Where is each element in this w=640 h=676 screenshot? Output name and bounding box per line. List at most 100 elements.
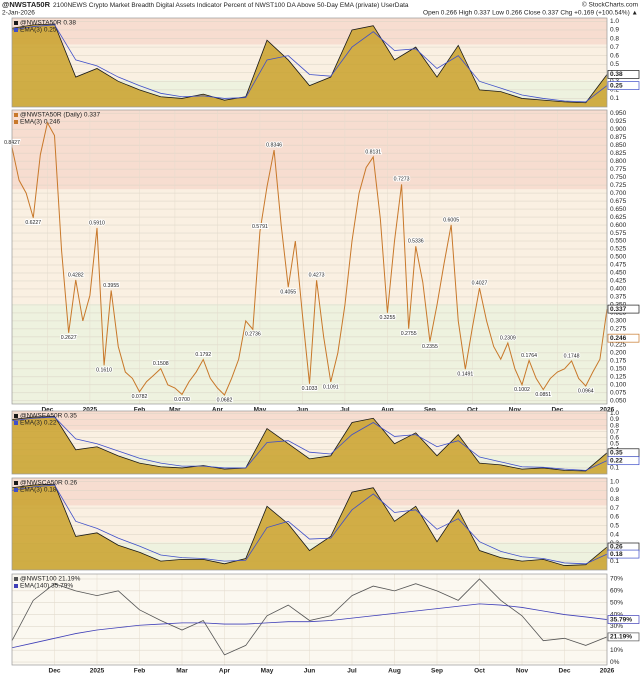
- y-tick-label: 10%: [610, 647, 623, 654]
- value-label: 0.5910: [89, 220, 105, 226]
- y-tick-label: 0.375: [610, 294, 627, 301]
- value-label: 0.1508: [153, 361, 169, 367]
- value-label: 0.2309: [500, 335, 516, 341]
- legend-label: @NWSCA50R 0.26: [20, 480, 78, 487]
- y-tick-label: 0.775: [610, 166, 627, 173]
- series-line: [11, 416, 608, 471]
- y-tick-label: 0.400: [610, 286, 627, 293]
- y-tick-label: 0.425: [610, 278, 627, 285]
- zone-high: [12, 110, 607, 190]
- y-tick-label: 1.0: [610, 410, 619, 417]
- value-label: 0.2736: [245, 332, 261, 338]
- y-tick-label: 0.175: [610, 358, 627, 365]
- y-tick-label: 0.825: [610, 150, 627, 157]
- y-tick-label: 0.6: [610, 52, 619, 59]
- value-label: 0.1792: [195, 352, 211, 358]
- value-label: 0.1091: [323, 384, 339, 390]
- legend-label: EMA(3) 0.25: [20, 27, 57, 34]
- y-tick-label: 0.9: [610, 416, 619, 423]
- y-tick-label: 0.4: [610, 531, 619, 538]
- value-box-label: 0.22: [610, 457, 623, 464]
- legend-swatch: [14, 481, 18, 485]
- y-tick-label: 0.900: [610, 126, 627, 133]
- legend-label: EMA(140) 35.79%: [20, 583, 73, 590]
- y-tick-label: 0.200: [610, 350, 627, 357]
- value-box-label: 0.246: [610, 335, 627, 342]
- legend-swatch: [14, 421, 18, 425]
- panel-border: [11, 410, 608, 475]
- value-label: 0.8131: [365, 149, 381, 155]
- legend-label: EMA(3) 0.246: [20, 119, 60, 126]
- y-tick-label: 0.5: [610, 61, 619, 68]
- value-box-label: 35.79%: [610, 616, 632, 623]
- y-tick-label: 0.125: [610, 374, 627, 381]
- y-tick-label: 1.0: [610, 18, 619, 25]
- y-tick-label: 1.0: [610, 478, 619, 485]
- value-box-label: 0.26: [610, 544, 623, 551]
- value-label: 0.3255: [379, 315, 395, 321]
- legend-swatch: [14, 584, 18, 588]
- area: [12, 484, 607, 570]
- value-label: 0.1033: [302, 386, 318, 392]
- y-tick-label: 0%: [610, 659, 620, 666]
- y-tick-label: 0.800: [610, 158, 627, 165]
- legend-label: EMA(3) 0.18: [20, 487, 57, 494]
- value-box-label: 0.38: [610, 71, 623, 78]
- y-tick-label: 0.475: [610, 262, 627, 269]
- legend-label: @NWST100 21.19%: [20, 576, 81, 583]
- y-tick-label: 0.5: [610, 440, 619, 447]
- x-tick-label: Feb: [134, 407, 146, 414]
- value-label: 0.2355: [422, 344, 438, 350]
- y-tick-label: 0.550: [610, 238, 627, 245]
- zone-high: [12, 411, 607, 430]
- y-tick-label: 0.700: [610, 190, 627, 197]
- y-tick-label: 0.625: [610, 214, 627, 221]
- value-label: 0.5336: [408, 239, 424, 245]
- y-tick-label: 0.1: [610, 465, 619, 472]
- legend-swatch: [14, 113, 18, 117]
- value-label: 0.0851: [535, 392, 551, 398]
- legend-swatch: [14, 120, 18, 124]
- x-tick-label: Oct: [474, 668, 486, 675]
- x-tick-label: 2025: [83, 407, 98, 414]
- series-line: [11, 416, 608, 472]
- y-tick-label: 0.6: [610, 434, 619, 441]
- y-tick-label: 70%: [610, 576, 623, 583]
- y-tick-label: 0.075: [610, 390, 627, 397]
- legend-swatch: [14, 414, 18, 418]
- value-label: 0.0682: [217, 397, 233, 403]
- x-tick-label: Sep: [431, 668, 443, 675]
- value-box: [607, 549, 640, 559]
- x-tick-label: 2025: [90, 668, 105, 675]
- value-label: 0.4027: [472, 280, 488, 286]
- value-label: 0.0964: [578, 388, 594, 394]
- y-tick-label: 0.9: [610, 487, 619, 494]
- legend-swatch: [14, 28, 18, 32]
- area: [12, 416, 607, 474]
- x-tick-label: Nov: [509, 407, 522, 414]
- legend-label: @NWSTA50R (Daily) 0.337: [20, 112, 101, 119]
- y-tick-label: 0.750: [610, 174, 627, 181]
- legend-swatch: [14, 577, 18, 581]
- x-tick-label: Jul: [340, 407, 350, 414]
- y-tick-label: 0.5: [610, 522, 619, 529]
- value-label: 0.1002: [514, 387, 530, 393]
- x-tick-label: Dec: [41, 407, 53, 414]
- value-box: [607, 632, 640, 642]
- y-tick-label: 0.950: [610, 110, 627, 117]
- y-tick-label: 40%: [610, 611, 623, 618]
- value-label: 0.2755: [401, 331, 417, 337]
- zone-mid: [12, 429, 607, 456]
- x-tick-label: Dec: [551, 407, 563, 414]
- legend-label: EMA(3) 0.22: [20, 420, 57, 427]
- series-line: [11, 24, 608, 103]
- x-tick-label: Aug: [381, 407, 394, 414]
- series-line: [11, 483, 608, 566]
- x-tick-label: 2026: [600, 668, 615, 675]
- y-tick-label: 0.875: [610, 134, 627, 141]
- y-tick-label: 0.275: [610, 326, 627, 333]
- legend-swatch: [14, 488, 18, 492]
- series-line: [11, 23, 608, 104]
- y-tick-label: 0.8: [610, 422, 619, 429]
